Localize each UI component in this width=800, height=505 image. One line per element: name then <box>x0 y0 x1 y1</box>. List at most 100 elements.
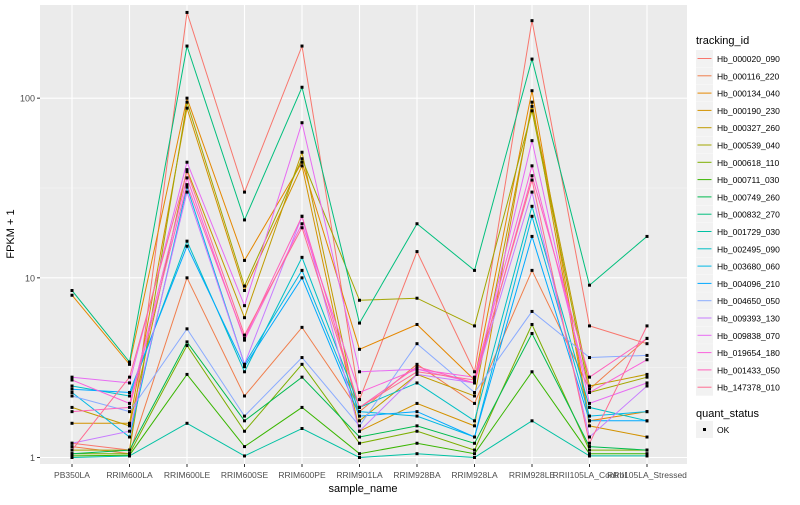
data-point <box>588 375 591 379</box>
data-point <box>588 454 591 458</box>
data-point <box>358 419 361 423</box>
data-point <box>588 448 591 452</box>
data-point <box>530 104 534 108</box>
data-point <box>243 304 246 308</box>
data-point <box>358 452 361 456</box>
data-point <box>473 419 476 423</box>
data-point <box>300 325 304 329</box>
data-point <box>300 160 304 164</box>
data-point <box>358 435 361 439</box>
data-points <box>70 10 649 459</box>
data-point <box>243 394 246 398</box>
data-point <box>530 419 534 423</box>
x-tick-label: RRIM600PE <box>278 470 326 480</box>
data-point <box>185 340 189 344</box>
data-point <box>645 381 649 385</box>
data-point <box>530 322 534 326</box>
x-axis: PB350LA RRIM600LA RRIM600LE RRIM600SE RRIM60… <box>54 464 687 480</box>
data-point <box>358 424 361 428</box>
data-point <box>128 394 131 398</box>
legend: tracking_id Hb_000020_090Hb_000116_220Hb… <box>696 35 780 438</box>
data-point <box>530 268 534 272</box>
data-point <box>473 370 476 374</box>
data-point <box>530 331 534 335</box>
data-point <box>415 365 419 369</box>
data-point <box>70 384 74 388</box>
data-point <box>243 429 246 433</box>
legend-label: Hb_000832_270 <box>717 210 780 220</box>
data-point <box>243 316 246 320</box>
data-point <box>530 57 534 61</box>
data-point <box>128 452 131 456</box>
data-point <box>300 405 304 409</box>
data-point <box>300 375 304 379</box>
data-point <box>70 410 74 414</box>
data-point <box>70 441 74 445</box>
data-point <box>588 324 591 328</box>
y-axis: 1 10 100 <box>20 94 40 463</box>
data-point <box>300 356 304 360</box>
data-point <box>415 296 419 300</box>
data-point <box>243 218 246 222</box>
data-point <box>70 448 74 452</box>
data-point <box>415 410 419 414</box>
data-point <box>645 234 649 238</box>
data-point <box>185 372 189 376</box>
legend-title: tracking_id <box>696 35 749 47</box>
data-point <box>530 234 534 238</box>
data-point <box>358 370 361 374</box>
x-tick-label: RRII105LA_Control <box>553 470 627 480</box>
data-point <box>358 441 361 445</box>
y-tick-label: 1 <box>30 453 35 463</box>
data-point <box>473 441 476 445</box>
data-point <box>358 347 361 351</box>
y-axis-title: FPKM + 1 <box>5 209 17 258</box>
data-point <box>300 214 304 218</box>
data-point <box>530 139 534 143</box>
data-point <box>645 358 649 362</box>
data-point <box>358 455 361 459</box>
legend-label: Hb_000020_090 <box>717 54 780 64</box>
data-point <box>243 370 246 374</box>
data-point <box>185 239 189 243</box>
data-point <box>645 384 649 388</box>
data-point <box>185 327 189 331</box>
data-point <box>588 414 591 418</box>
data-point <box>588 356 591 360</box>
data-point <box>588 384 591 388</box>
data-point <box>300 121 304 125</box>
x-tick-label: RRIM600LE <box>164 470 211 480</box>
data-point <box>645 435 649 439</box>
x-tick-label: RRIM928LE <box>509 470 556 480</box>
data-point <box>128 429 131 433</box>
data-point <box>645 419 649 423</box>
legend-label: Hb_019654_180 <box>717 348 780 358</box>
x-tick-label: RRIM928BA <box>393 470 441 480</box>
data-point <box>530 370 534 374</box>
legend-label: Hb_000749_260 <box>717 192 780 202</box>
data-point <box>70 289 74 293</box>
data-point <box>128 362 131 366</box>
x-tick-label: RRIM901LA <box>336 470 383 480</box>
data-point <box>530 89 534 93</box>
data-point <box>70 391 74 395</box>
data-point <box>70 378 74 382</box>
data-point <box>243 336 246 340</box>
data-point <box>128 381 131 385</box>
data-point <box>358 398 361 402</box>
data-point <box>415 342 419 346</box>
data-point <box>185 160 189 164</box>
legend-label: Hb_000711_030 <box>717 175 780 185</box>
data-point <box>300 276 304 280</box>
data-point <box>473 394 476 398</box>
data-point <box>243 258 246 262</box>
data-point <box>300 150 304 154</box>
data-point <box>300 157 304 161</box>
data-point <box>185 10 189 14</box>
data-point <box>415 429 419 433</box>
data-point <box>473 424 476 428</box>
data-point <box>128 410 131 414</box>
data-point <box>185 176 189 180</box>
